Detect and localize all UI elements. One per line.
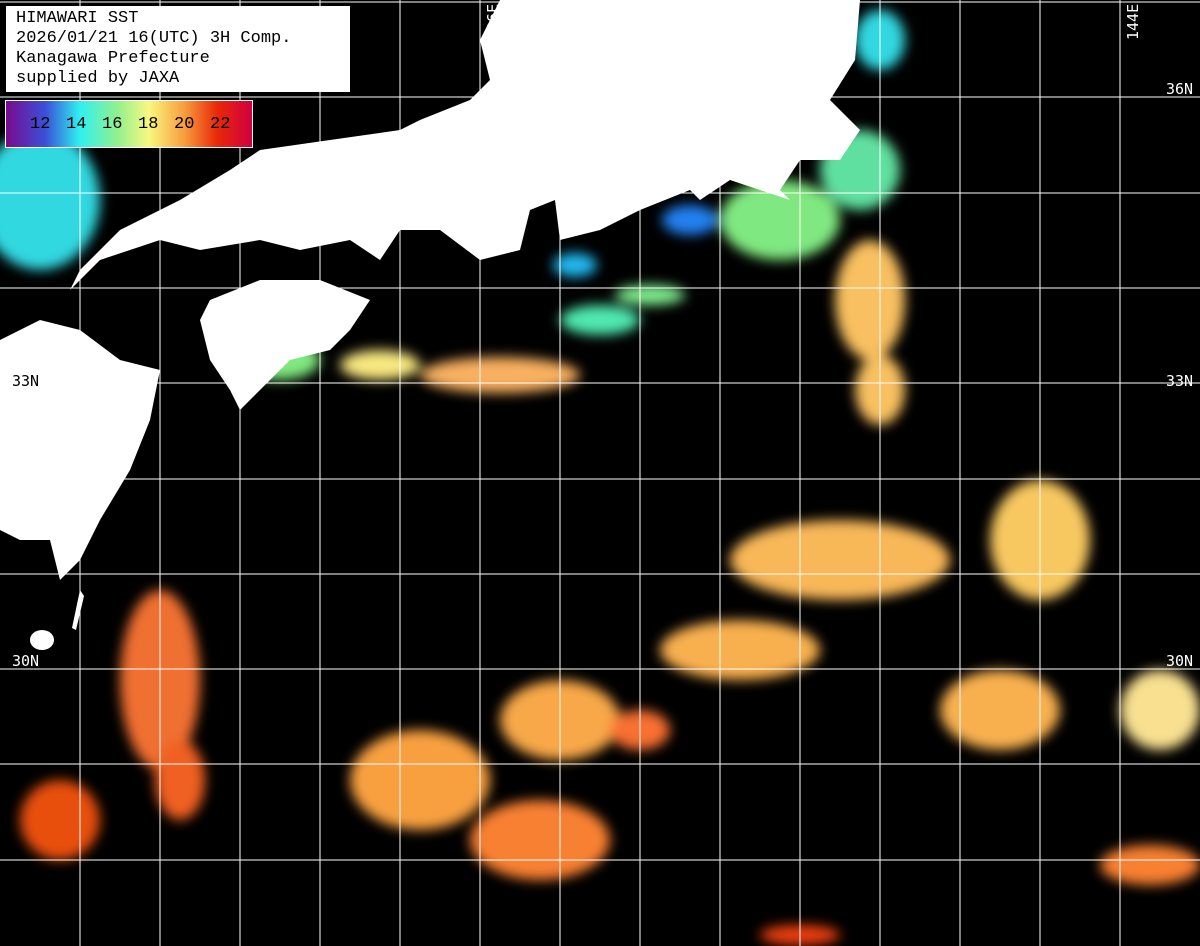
- credit-line: supplied by JAXA: [16, 69, 180, 88]
- lat-label-left: 30N: [12, 652, 40, 670]
- legend-tick: 18: [138, 114, 159, 134]
- land-island: [72, 590, 84, 630]
- lon-label: 144E: [1124, 3, 1142, 40]
- title-line: HIMAWARI SST: [16, 9, 139, 28]
- legend-tick: 22: [210, 114, 231, 134]
- land-honshu: [70, 0, 860, 290]
- title-box: HIMAWARI SST 2026/01/21 16(UTC) 3H Comp.…: [6, 6, 350, 92]
- lon-label: 136E: [484, 3, 502, 40]
- lat-label-right: 36N: [1166, 80, 1194, 98]
- lat-label-left: 33N: [12, 372, 40, 390]
- source-line: Kanagawa Prefecture: [16, 49, 210, 68]
- legend-tick: 16: [102, 114, 123, 134]
- date-line: 2026/01/21 16(UTC) 3H Comp.: [16, 29, 292, 48]
- legend-tick: 14: [66, 114, 87, 134]
- land-island: [30, 630, 54, 650]
- land-shikoku: [200, 280, 370, 410]
- lat-label-right: 30N: [1166, 652, 1194, 670]
- lat-label-right: 33N: [1166, 372, 1194, 390]
- color-legend: 12 14 16 18 20 22: [5, 100, 253, 148]
- legend-tick: 20: [174, 114, 195, 134]
- legend-tick: 12: [30, 114, 51, 134]
